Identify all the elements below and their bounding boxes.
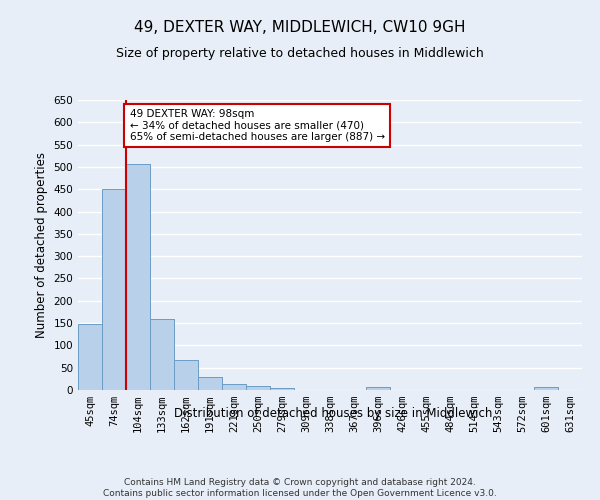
Bar: [270, 388, 294, 390]
Bar: [366, 388, 390, 390]
Bar: [198, 376, 222, 390]
Text: 49, DEXTER WAY, MIDDLEWICH, CW10 9GH: 49, DEXTER WAY, MIDDLEWICH, CW10 9GH: [134, 20, 466, 35]
Text: Size of property relative to detached houses in Middlewich: Size of property relative to detached ho…: [116, 48, 484, 60]
Bar: [534, 388, 558, 390]
Y-axis label: Number of detached properties: Number of detached properties: [35, 152, 48, 338]
Bar: [222, 384, 246, 390]
Text: Distribution of detached houses by size in Middlewich: Distribution of detached houses by size …: [174, 408, 492, 420]
Text: 49 DEXTER WAY: 98sqm
← 34% of detached houses are smaller (470)
65% of semi-deta: 49 DEXTER WAY: 98sqm ← 34% of detached h…: [130, 109, 385, 142]
Bar: [78, 324, 102, 390]
Text: Contains HM Land Registry data © Crown copyright and database right 2024.
Contai: Contains HM Land Registry data © Crown c…: [103, 478, 497, 498]
Bar: [246, 386, 270, 390]
Bar: [102, 189, 126, 390]
Bar: [126, 164, 150, 390]
Bar: [150, 318, 174, 390]
Bar: [174, 360, 198, 390]
